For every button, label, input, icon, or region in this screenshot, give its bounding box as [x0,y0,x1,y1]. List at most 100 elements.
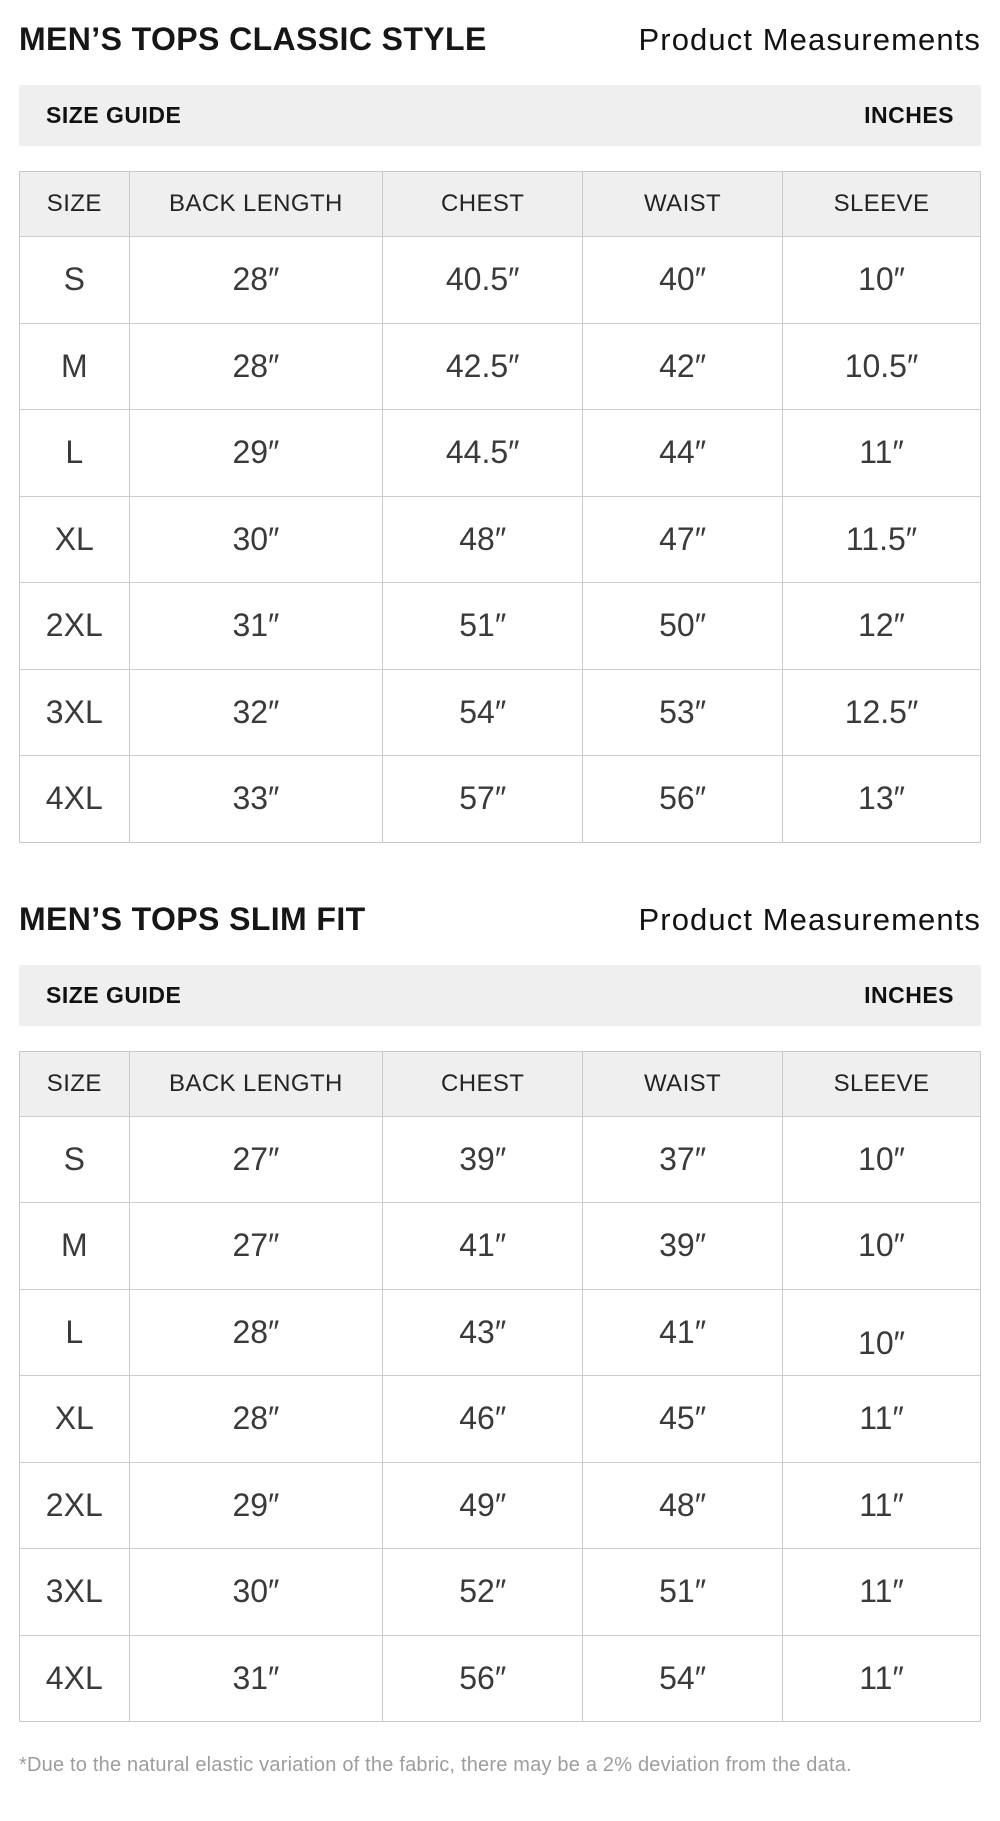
table-row-m: M 27″ 41″ 39″ 10″ [19,1202,981,1289]
column-header-waist: WAIST [582,1051,783,1117]
table-row-3xl: 3XL 30″ 52″ 51″ 11″ [19,1548,981,1635]
size-cell: XL [19,1375,130,1462]
measurement-cell: 29″ [128,1461,383,1549]
size-cell: XL [19,495,130,583]
measurement-cell: 51″ [382,582,583,669]
table-row-4xl: 4XL 33″ 57″ 56″ 13″ [19,755,981,842]
column-header-chest: CHEST [382,1051,583,1117]
size-cell: 3XL [19,668,130,756]
column-header-sleeve: SLEEVE [782,171,981,237]
measurement-cell: 42″ [582,322,783,410]
measurement-cell: 42.5″ [382,322,583,410]
measurement-cell: 28″ [128,236,383,323]
inches-label: INCHES [864,981,954,1008]
measurement-cell: 44.5″ [382,409,583,496]
measurement-cell: 10.5″ [782,322,981,410]
column-header-back-length: BACK LENGTH [128,1051,383,1117]
measurement-cell: 54″ [382,668,583,756]
measurement-cell: 11″ [782,1548,981,1635]
measurement-cell: 11″ [782,409,981,496]
measurement-cell: 30″ [128,1548,383,1635]
measurement-cell: 47″ [582,495,783,583]
measurement-cell: 27″ [128,1202,383,1289]
section-title: MEN’S TOPS SLIM FIT [19,900,366,937]
section-heading: MEN’S TOPS CLASSIC STYLE Product Measure… [19,18,981,61]
measurement-cell: 44″ [582,409,783,496]
table-row-2xl: 2XL 29″ 49″ 48″ 11″ [19,1461,981,1549]
measurement-cell: 50″ [582,582,783,669]
size-cell: S [19,236,130,323]
measurement-cell: 53″ [582,668,783,756]
measurement-cell: 33″ [128,755,383,842]
table-row-l: L 28″ 43″ 41″ 10″ [19,1288,981,1376]
measurement-cell: 28″ [128,1288,383,1376]
measurement-cell: 10″ [782,1202,981,1289]
measurement-cell: 11″ [782,1634,981,1722]
measurement-cell: 41″ [382,1202,583,1289]
measurement-cell: 54″ [582,1634,783,1722]
measurement-cell: 57″ [382,755,583,842]
header-row: SIZE BACK LENGTH CHEST WAIST SLEEVE [19,171,981,237]
measurement-cell: 31″ [128,582,383,669]
measurement-cell: 52″ [382,1548,583,1635]
size-cell: 2XL [19,1461,130,1549]
measurement-cell: 39″ [582,1202,783,1289]
size-cell: 4XL [19,755,130,842]
table-row-2xl: 2XL 31″ 51″ 50″ 12″ [19,582,981,669]
measurement-cell: 10″ [782,1288,981,1376]
size-cell: L [19,1288,130,1376]
size-guide-label: SIZE GUIDE [46,102,182,128]
column-header-size: SIZE [19,1051,130,1117]
column-header-back-length: BACK LENGTH [128,171,383,237]
table-row-xl: XL 28″ 46″ 45″ 11″ [19,1375,981,1462]
column-header-chest: CHEST [382,171,583,237]
size-cell: M [19,1202,130,1289]
measurement-cell: 49″ [382,1461,583,1549]
inches-label: INCHES [864,102,954,128]
measurement-cell: 37″ [582,1116,783,1203]
measurement-cell: 32″ [128,668,383,756]
column-header-waist: WAIST [582,171,783,237]
measurement-cell: 11″ [782,1375,981,1462]
size-guide-label: SIZE GUIDE [46,981,182,1008]
measurement-cell: 29″ [128,409,383,496]
table-row-s: S 28″ 40.5″ 40″ 10″ [19,236,981,323]
size-cell: 2XL [19,582,130,669]
header-row: SIZE BACK LENGTH CHEST WAIST SLEEVE [19,1051,981,1117]
measurement-cell: 11.5″ [782,495,981,583]
section-subtitle: Product Measurements [638,22,981,57]
table-row-4xl: 4XL 31″ 56″ 54″ 11″ [19,1634,981,1722]
measurement-cell: 56″ [582,755,783,842]
measurement-cell: 30″ [128,495,383,583]
section-heading: MEN’S TOPS SLIM FIT Product Measurements [19,898,981,941]
size-cell: M [19,322,130,410]
table-row-l: L 29″ 44.5″ 44″ 11″ [19,409,981,496]
section-slim-fit: MEN’S TOPS SLIM FIT Product Measurements… [19,898,981,1722]
size-cell: 3XL [19,1548,130,1635]
measurement-cell: 46″ [382,1375,583,1462]
measurement-cell: 28″ [128,1375,383,1462]
column-header-size: SIZE [19,171,130,237]
measurement-cell: 11″ [782,1461,981,1549]
size-cell: L [19,409,130,496]
slim-fit-measurements-table: SIZE BACK LENGTH CHEST WAIST SLEEVE S 27″ 39″ 37… [19,1050,981,1722]
measurement-cell: 43″ [382,1288,583,1376]
measurement-cell: 12.5″ [782,668,981,756]
measurement-cell: 12″ [782,582,981,669]
section-classic-style: MEN’S TOPS CLASSIC STYLE Product Measure… [19,18,981,843]
table-row-s: S 27″ 39″ 37″ 10″ [19,1116,981,1203]
measurement-cell: 28″ [128,322,383,410]
size-guide-page: MEN’S TOPS CLASSIC STYLE Product Measure… [0,18,1000,1821]
measurement-cell: 48″ [382,495,583,583]
measurement-cell: 45″ [582,1375,783,1462]
measurement-cell: 31″ [128,1634,383,1722]
classic-style-measurements-table: SIZE BACK LENGTH CHEST WAIST SLEEVE S 28″ 40.5″… [19,171,981,843]
measurement-cell: 48″ [582,1461,783,1549]
measurement-cell: 27″ [128,1116,383,1203]
size-guide-bar: SIZE GUIDE INCHES [19,964,981,1026]
size-cell: S [19,1116,130,1203]
size-guide-bar: SIZE GUIDE INCHES [19,85,981,146]
measurement-cell: 51″ [582,1548,783,1635]
table-row-3xl: 3XL 32″ 54″ 53″ 12.5″ [19,668,981,756]
measurement-cell: 41″ [582,1288,783,1376]
